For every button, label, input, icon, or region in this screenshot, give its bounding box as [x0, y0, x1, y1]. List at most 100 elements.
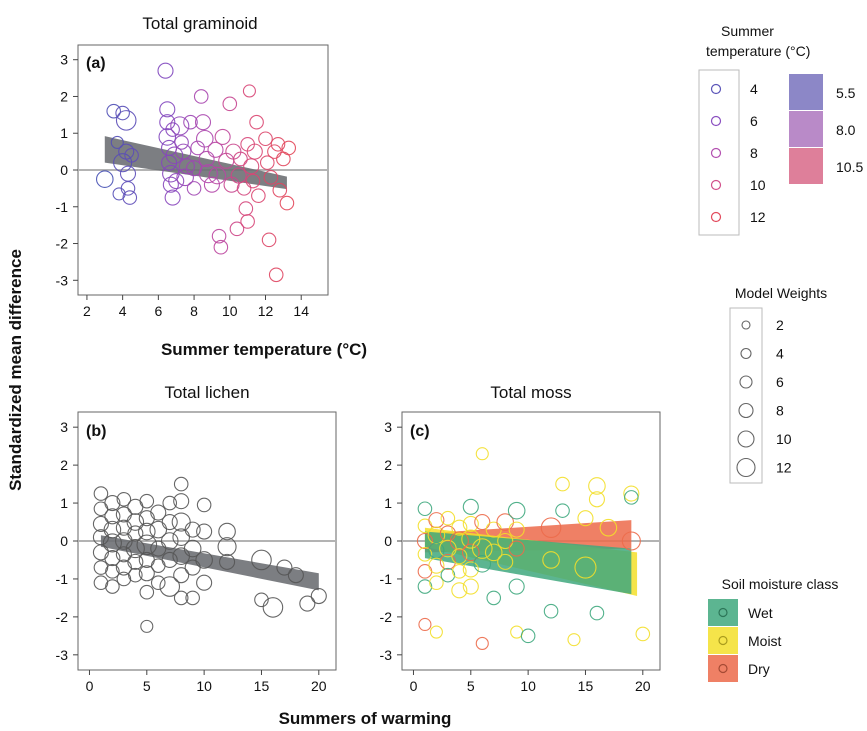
data-point: [449, 531, 469, 551]
data-point: [106, 103, 122, 119]
legend-weight-swatch: [740, 347, 752, 360]
data-point: [158, 128, 177, 146]
data-point: [174, 135, 189, 150]
data-point: [198, 150, 215, 168]
y-tick-label: -1: [380, 571, 393, 587]
data-point: [589, 605, 605, 621]
data-point: [122, 190, 138, 205]
x-tick-label: 8: [190, 303, 198, 319]
legend-weight-label: 4: [776, 346, 784, 362]
data-point: [555, 503, 570, 518]
data-point: [172, 528, 190, 547]
panel-b-label: (b): [86, 423, 106, 440]
legend-temp-point-swatch: [710, 211, 722, 223]
data-point: [115, 519, 132, 536]
data-point: [103, 520, 122, 539]
data-point: [195, 551, 213, 569]
data-point: [92, 515, 109, 532]
data-point: [95, 170, 114, 188]
x-axis-label-top: Summer temperature (°C): [161, 340, 367, 359]
y-tick-label: -2: [380, 609, 393, 625]
y-tick-label: 3: [384, 419, 392, 435]
data-point: [183, 114, 198, 130]
data-point: [115, 105, 130, 121]
y-tick-label: 3: [60, 419, 68, 435]
data-point: [251, 188, 266, 204]
legend-weights-box: [729, 307, 763, 484]
data-point: [222, 96, 238, 112]
data-point: [127, 553, 144, 570]
legend-soil-label: Moist: [748, 633, 782, 649]
data-point: [428, 512, 445, 529]
legend-temp-band-label: 8.0: [836, 122, 856, 138]
data-point: [462, 578, 479, 595]
data-point: [185, 590, 200, 606]
legend-weight-swatch: [737, 430, 755, 448]
legend-soil-label: Wet: [748, 605, 773, 621]
data-point: [126, 513, 145, 531]
data-point: [462, 515, 479, 532]
x-tick-label: 0: [86, 678, 94, 694]
data-point: [251, 549, 272, 571]
x-tick-label: 0: [410, 678, 418, 694]
data-point: [439, 539, 457, 558]
legend-weight-swatch: [736, 457, 756, 478]
data-point: [173, 493, 190, 510]
data-point: [128, 567, 143, 583]
x-tick-label: 12: [258, 303, 274, 319]
panel-c-label: (c): [410, 423, 430, 440]
data-point: [233, 151, 248, 167]
data-point: [150, 504, 167, 521]
data-point: [104, 550, 121, 567]
x-tick-label: 5: [467, 678, 475, 694]
data-point: [116, 491, 132, 507]
data-point: [195, 129, 214, 148]
legend-weight-swatch: [739, 375, 753, 389]
data-point: [588, 477, 606, 495]
data-point: [164, 189, 181, 206]
data-point: [429, 575, 444, 591]
y-tick-label: -3: [380, 647, 393, 663]
legend-temp-band-swatch: [789, 74, 823, 110]
y-tick-label: 1: [384, 495, 392, 511]
data-point: [439, 553, 456, 570]
data-point: [159, 101, 176, 118]
data-point: [93, 575, 109, 591]
data-point: [624, 490, 639, 505]
data-point: [249, 114, 264, 130]
data-point: [116, 571, 132, 587]
y-tick-label: 0: [60, 533, 68, 549]
data-point: [120, 181, 136, 196]
legend-weight-label: 8: [776, 403, 784, 419]
data-point: [540, 517, 562, 539]
data-point: [93, 560, 109, 575]
data-point: [475, 636, 489, 650]
data-point: [165, 122, 180, 137]
data-point: [173, 476, 189, 492]
data-point: [138, 510, 155, 527]
data-point: [208, 166, 227, 185]
legend-summer-temperature: Summer temperature (°C) 4 6 8 10 12 5.5 8.0 10…: [698, 23, 863, 236]
data-point: [484, 543, 503, 562]
x-tick-label: 14: [293, 303, 309, 319]
x-tick-label: 4: [119, 303, 127, 319]
y-tick-label: 0: [384, 533, 392, 549]
data-point: [508, 521, 525, 538]
data-point: [160, 532, 179, 550]
data-point: [198, 164, 218, 184]
data-point: [555, 476, 570, 492]
data-point: [497, 553, 514, 570]
x-tick-label: 10: [222, 303, 238, 319]
data-point: [429, 625, 443, 639]
data-point: [124, 147, 139, 163]
y-tick-label: 2: [60, 88, 68, 104]
data-point: [262, 597, 284, 618]
data-point: [428, 557, 445, 574]
x-tick-label: 20: [311, 678, 327, 694]
data-point: [417, 546, 433, 562]
data-point: [508, 540, 525, 557]
data-point: [270, 136, 286, 152]
data-point: [196, 523, 213, 540]
data-point: [140, 619, 154, 633]
legend-temp-title-2: temperature (°C): [706, 43, 810, 59]
